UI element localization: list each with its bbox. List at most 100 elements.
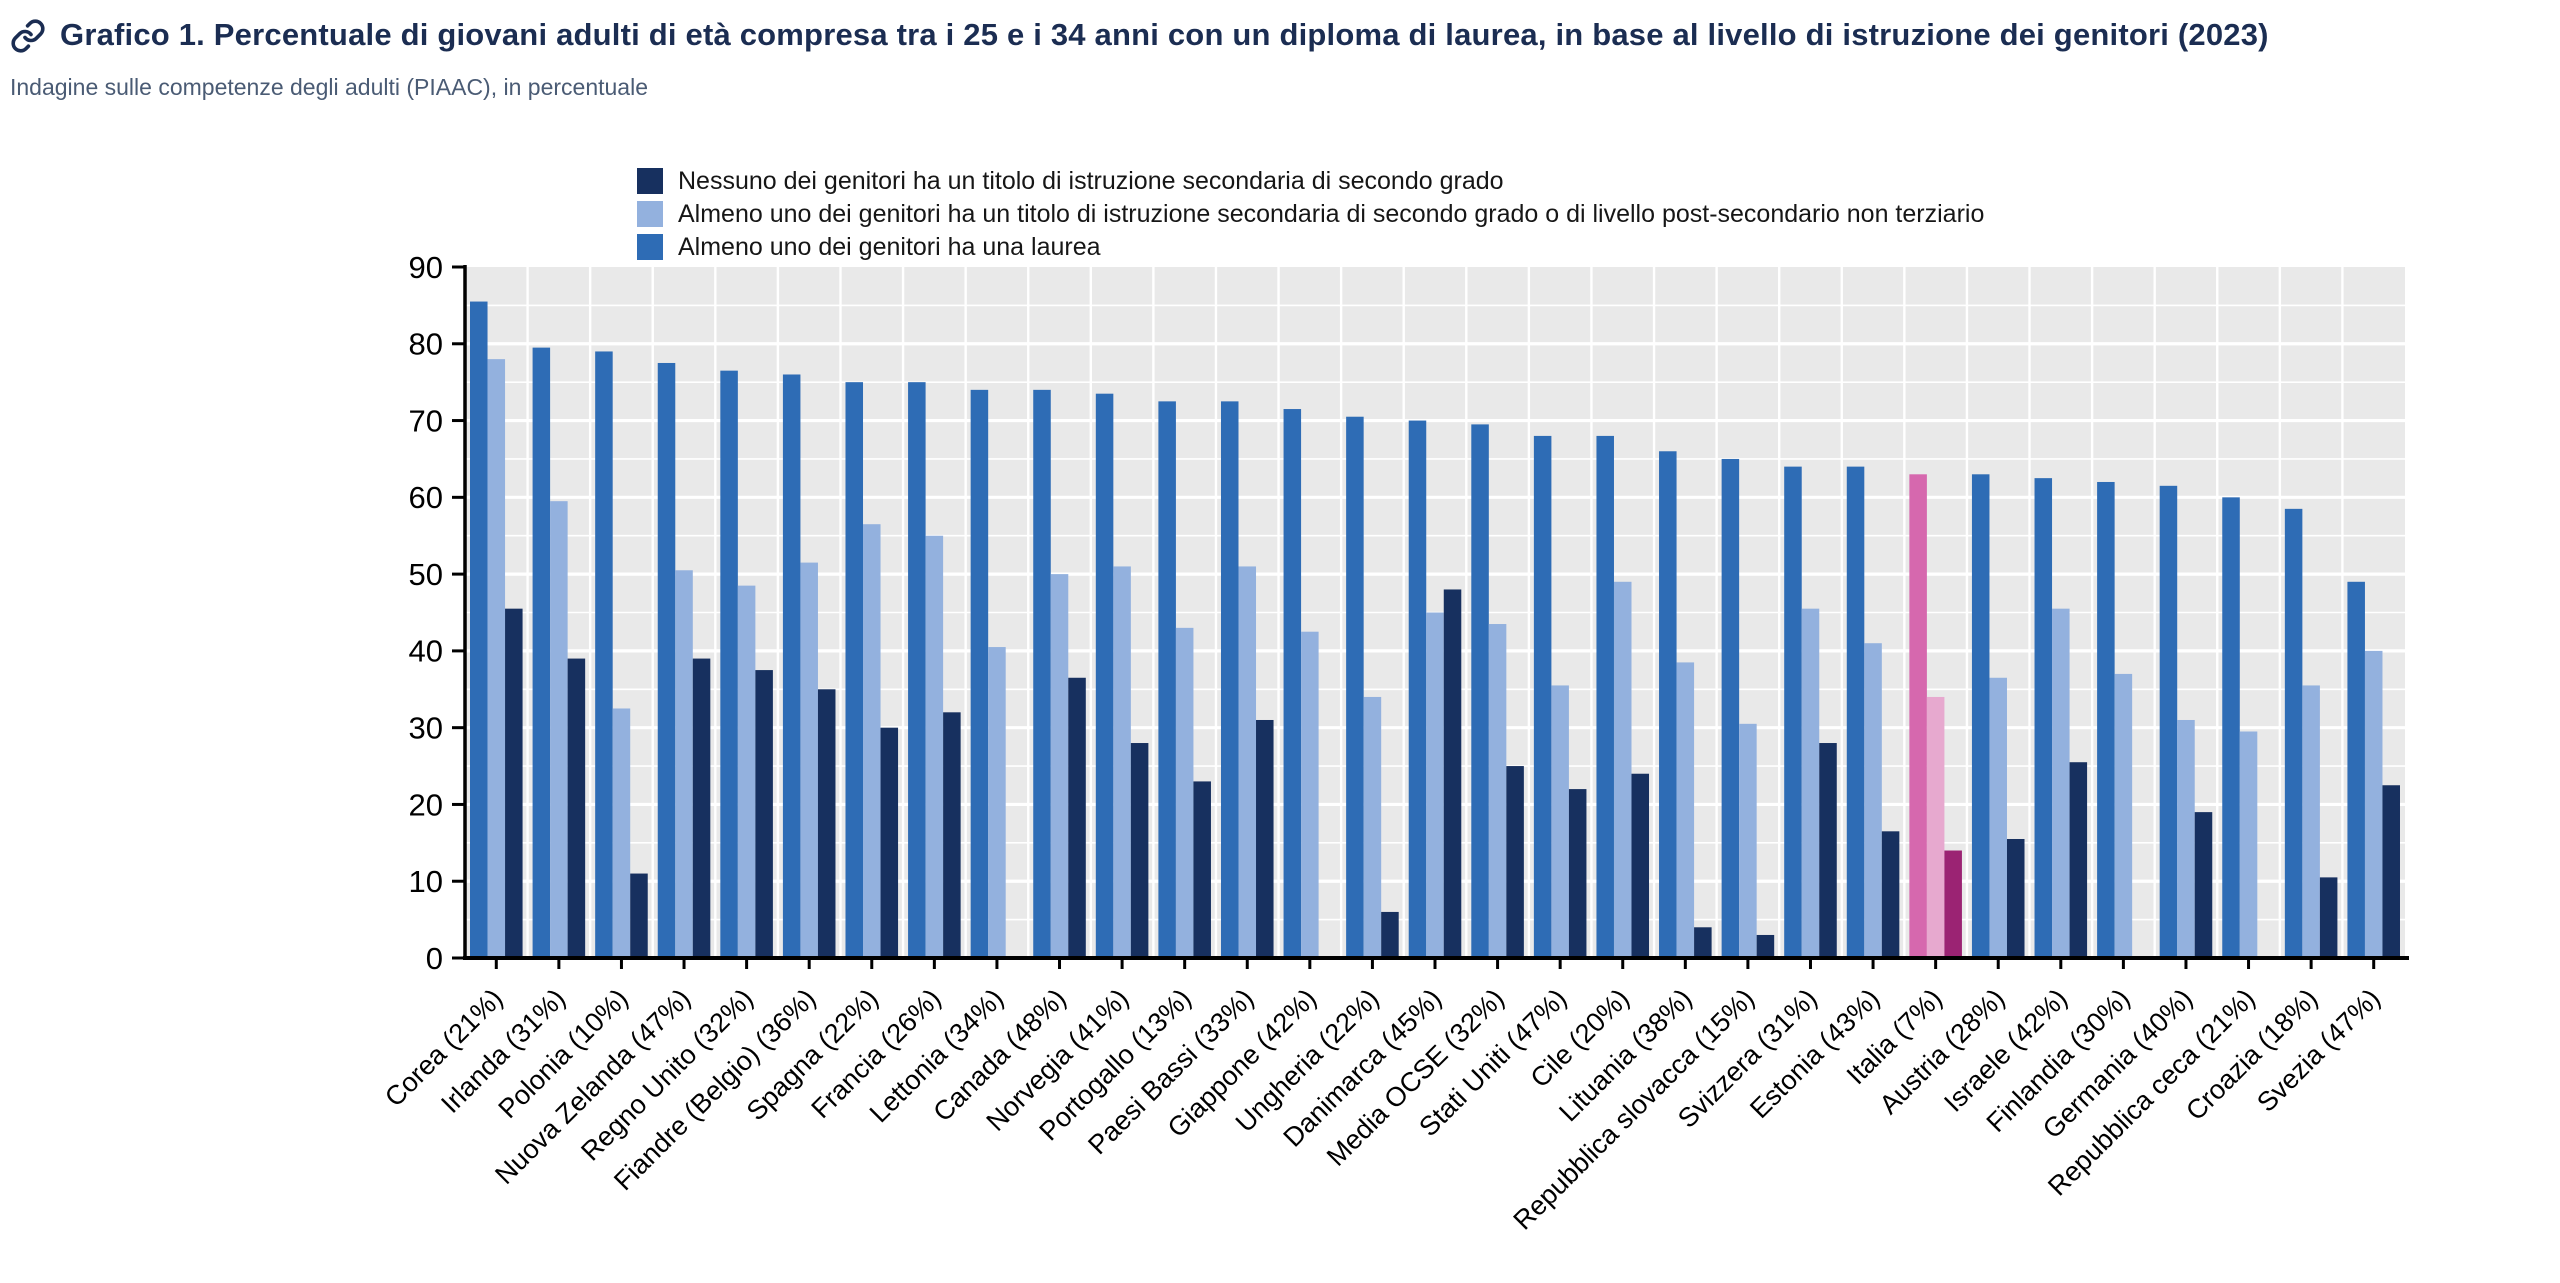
bar bbox=[782, 374, 801, 958]
bar bbox=[657, 362, 676, 958]
bar bbox=[1676, 662, 1695, 958]
bar bbox=[1739, 723, 1757, 958]
bar bbox=[1426, 612, 1444, 958]
legend-label: Almeno uno dei genitori ha una laurea bbox=[678, 232, 1101, 261]
bar bbox=[1846, 466, 1865, 958]
bar bbox=[1659, 451, 1677, 958]
bar bbox=[1471, 424, 1489, 959]
bar bbox=[817, 689, 836, 958]
bar bbox=[2347, 581, 2365, 958]
bar bbox=[800, 562, 818, 958]
bar bbox=[1443, 589, 1462, 958]
bar bbox=[1819, 743, 1837, 958]
bar bbox=[1363, 696, 1382, 958]
bar bbox=[1533, 435, 1552, 958]
bar bbox=[2069, 762, 2088, 958]
bar bbox=[2319, 877, 2338, 958]
bar bbox=[2114, 673, 2133, 958]
bar bbox=[1256, 719, 1274, 958]
bar bbox=[612, 708, 631, 958]
bar bbox=[1283, 409, 1302, 958]
y-axis-label: 30 bbox=[409, 711, 443, 746]
legend-label: Almeno uno dei genitori ha un titolo di … bbox=[678, 199, 1985, 228]
bar bbox=[630, 873, 648, 958]
bar bbox=[1301, 631, 1319, 958]
bar bbox=[2194, 812, 2213, 958]
link-icon[interactable] bbox=[10, 18, 46, 54]
chart-subtitle: Indagine sulle competenze degli adulti (… bbox=[10, 74, 648, 100]
bar bbox=[505, 608, 523, 958]
bar bbox=[1506, 766, 1524, 958]
bar bbox=[1551, 685, 1569, 958]
bar bbox=[1175, 627, 1194, 958]
bar bbox=[532, 347, 551, 958]
bar bbox=[487, 359, 506, 959]
bar bbox=[2006, 838, 2025, 958]
bar bbox=[1694, 927, 1712, 958]
bar bbox=[2159, 485, 2178, 958]
bar bbox=[755, 670, 773, 958]
bar bbox=[1068, 677, 1086, 958]
bar bbox=[1881, 831, 1900, 958]
bar bbox=[595, 351, 613, 958]
bar bbox=[2052, 608, 2070, 958]
bar bbox=[2097, 481, 2115, 958]
legend-label: Nessuno dei genitori ha un titolo di ist… bbox=[678, 166, 1504, 195]
bar bbox=[2302, 685, 2320, 958]
bar bbox=[1095, 393, 1114, 958]
bar bbox=[2382, 785, 2400, 958]
bar bbox=[988, 647, 1006, 958]
bar bbox=[1113, 566, 1131, 958]
bar bbox=[1488, 624, 1507, 958]
y-axis-label: 60 bbox=[409, 480, 443, 515]
bar bbox=[1721, 458, 1740, 958]
bar bbox=[1033, 389, 1051, 958]
bar bbox=[550, 501, 568, 958]
bar bbox=[1631, 773, 1650, 958]
bar bbox=[970, 389, 989, 958]
y-axis-label: 50 bbox=[409, 557, 443, 592]
bar bbox=[1193, 781, 1211, 958]
y-axis-label: 80 bbox=[409, 327, 443, 362]
y-axis-label: 10 bbox=[409, 864, 443, 899]
legend-swatch bbox=[637, 234, 663, 260]
y-axis-label: 40 bbox=[409, 634, 443, 669]
y-axis-label: 0 bbox=[426, 941, 443, 976]
bar bbox=[675, 570, 693, 958]
bar bbox=[943, 712, 961, 958]
bar bbox=[1158, 401, 1176, 959]
bar bbox=[1568, 789, 1587, 958]
bar bbox=[1756, 934, 1775, 958]
bar bbox=[1238, 566, 1257, 958]
bar bbox=[2364, 650, 2383, 958]
bar bbox=[1220, 401, 1239, 959]
bar bbox=[567, 658, 586, 958]
bar bbox=[863, 524, 881, 958]
bar bbox=[1613, 581, 1632, 958]
bar-highlighted bbox=[1926, 696, 1945, 958]
bar bbox=[1989, 677, 2007, 958]
bar bbox=[720, 370, 738, 958]
bar bbox=[1130, 743, 1149, 958]
chart-header: Grafico 1. Percentuale di giovani adulti… bbox=[10, 16, 2550, 55]
legend-swatch bbox=[637, 201, 663, 227]
bar bbox=[925, 535, 944, 958]
bar bbox=[470, 301, 488, 958]
y-axis-label: 90 bbox=[409, 250, 443, 285]
bar bbox=[845, 382, 864, 959]
bar bbox=[692, 658, 711, 958]
bar bbox=[880, 727, 899, 958]
legend-item: Nessuno dei genitori ha un titolo di ist… bbox=[637, 167, 1984, 195]
bar bbox=[2034, 478, 2053, 958]
bar bbox=[2177, 719, 2195, 958]
bar bbox=[908, 382, 926, 959]
bar bbox=[2222, 497, 2240, 958]
bar bbox=[1381, 911, 1399, 958]
bar bbox=[737, 585, 756, 958]
chart-title: Grafico 1. Percentuale di giovani adulti… bbox=[60, 17, 2269, 52]
bar bbox=[1971, 474, 1990, 958]
bar bbox=[1784, 466, 1802, 958]
bar-highlighted bbox=[1909, 474, 1927, 958]
